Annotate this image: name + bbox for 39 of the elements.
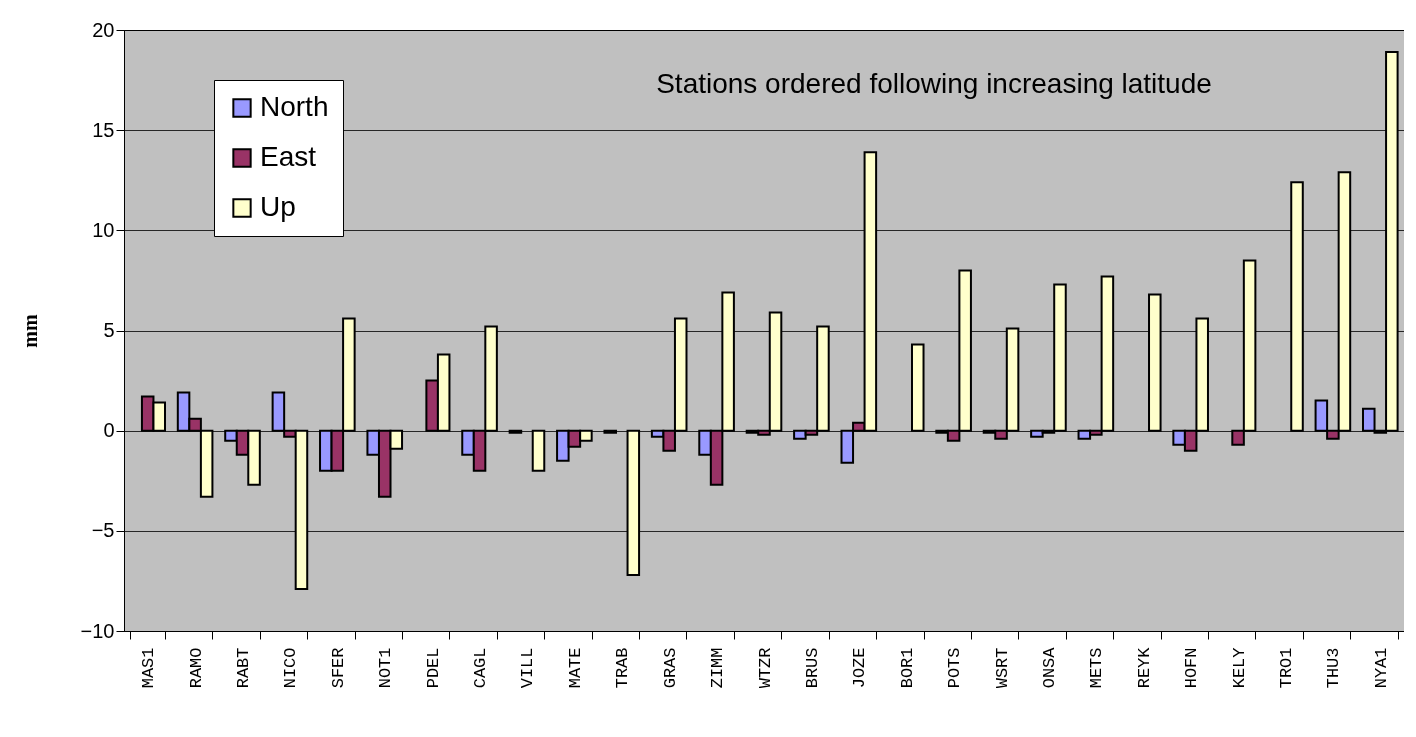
x-tick-label: GRAS (660, 647, 680, 689)
y-tick-label: −10 (80, 619, 115, 642)
x-tick-label: WSRT (992, 647, 1012, 689)
x-tick-label: CAGL (471, 647, 491, 689)
x-tick-label: REYK (1134, 646, 1154, 689)
x-tick-label: METS (1087, 647, 1107, 689)
y-tick-label: 0 (103, 419, 115, 442)
x-tick-label: BRUS (802, 647, 822, 689)
x-tick-label: JOZE (850, 647, 870, 689)
legend-label: North (260, 91, 329, 122)
x-tick-label: POTS (945, 647, 965, 689)
y-tick-label: −5 (91, 519, 115, 542)
x-tick-label: VILL (518, 647, 538, 689)
x-tick-label: ZIMM (708, 647, 728, 689)
y-tick-label: 15 (92, 118, 115, 141)
x-tick-label: BOR1 (897, 647, 917, 689)
x-tick-label: WTZR (755, 647, 775, 689)
y-axis-title: mm (18, 314, 41, 348)
y-tick-label: 5 (103, 319, 115, 341)
x-tick-label: NICO (281, 647, 301, 689)
x-tick-label: PDEL (423, 647, 443, 689)
annotation: Stations ordered following increasing latitude (656, 68, 1212, 99)
x-tick-label: TRO1 (1276, 647, 1296, 689)
x-tick-label: SFER (328, 647, 348, 689)
x-tick-label: MAS1 (139, 647, 159, 689)
y-tick-label: 10 (92, 218, 115, 241)
x-tick-label: THU3 (1324, 647, 1344, 689)
x-tick-label: TRAB (613, 647, 633, 689)
x-tick-label: NYA1 (1371, 647, 1391, 689)
x-tick-label: RABT (234, 647, 254, 689)
x-tick-label: HOFN (1182, 647, 1202, 689)
y-tick-label: 20 (92, 18, 115, 41)
x-tick-label: RAMO (186, 647, 206, 689)
legend-label: East (260, 141, 317, 172)
x-tick-label: MATE (565, 647, 585, 689)
x-tick-label: ONSA (1039, 646, 1059, 689)
legend-label: Up (260, 191, 296, 222)
x-tick-label: KELY (1229, 647, 1249, 689)
x-tick-label: NOT1 (376, 647, 396, 689)
